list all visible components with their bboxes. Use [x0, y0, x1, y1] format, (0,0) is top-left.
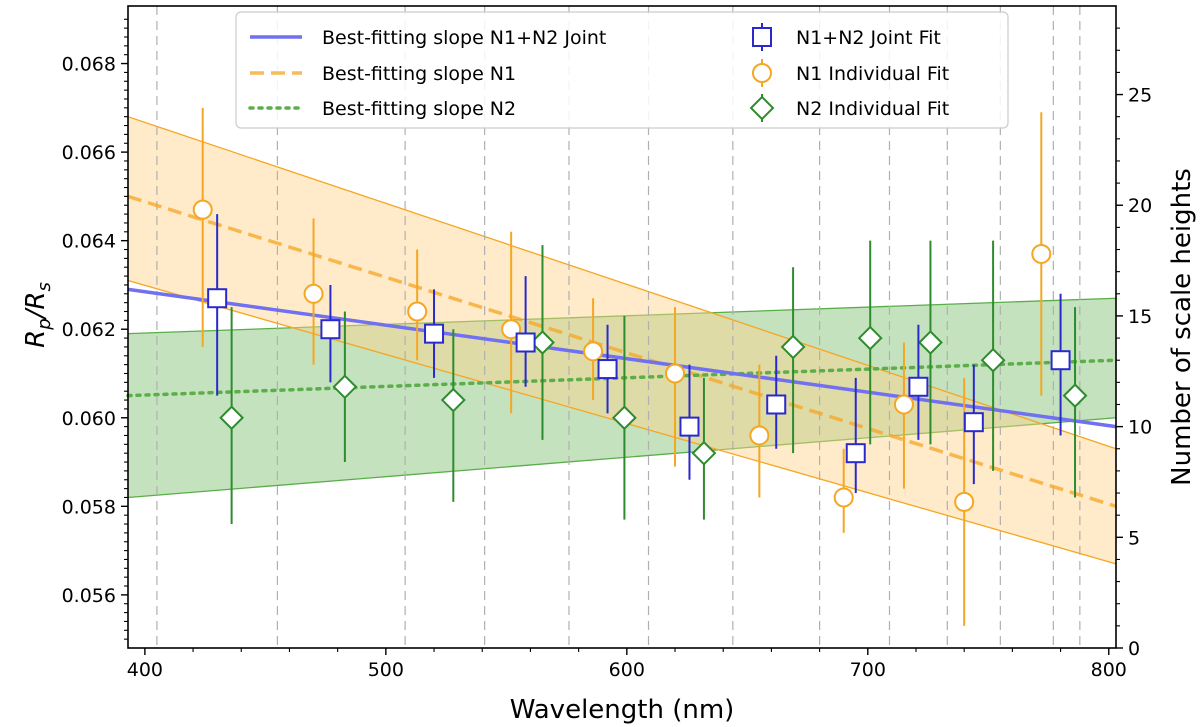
x-tick-label: 800 — [1091, 659, 1127, 681]
n1-fit-point — [954, 491, 975, 512]
joint-fit-point — [207, 288, 228, 309]
legend-handle-n2-fit-marker — [749, 95, 775, 121]
y-tick-label: 0.064 — [62, 231, 116, 253]
y-tick-label: 0.068 — [62, 54, 116, 76]
axes: 400 500 600 700 800 0.056 0.058 0.060 0.062 0.064… — [62, 18, 1152, 681]
y-tick-label: 0.066 — [62, 142, 116, 164]
plot-frame — [127, 5, 1117, 649]
n2-fit-point — [780, 334, 806, 360]
n2-fit-point — [219, 405, 245, 431]
x-tick-label: 400 — [127, 659, 163, 681]
x-tick-label: 600 — [609, 659, 645, 681]
legend-label-joint-line: Best-fitting slope N1+N2 Joint — [322, 27, 606, 49]
n1-fit-point — [583, 341, 604, 362]
n1-slope-line — [127, 194, 1117, 508]
joint-fit-point — [424, 323, 445, 344]
y2-tick-label: 0 — [1128, 638, 1140, 660]
joint-fit-point — [597, 359, 618, 380]
n2-fit-point — [1062, 383, 1088, 409]
legend-label-n1-line: Best-fitting slope N1 — [322, 63, 516, 85]
n1-slope-band-upper-edge — [127, 116, 1117, 450]
n1-fit-point — [1031, 243, 1052, 264]
joint-fit-point — [766, 394, 787, 415]
y2-tick-label: 10 — [1128, 417, 1152, 439]
n1-fit-point — [192, 199, 213, 220]
n2-slope-band-lower-edge — [127, 417, 1117, 499]
legend-label-n2-line: Best-fitting slope N2 — [322, 98, 516, 120]
x-axis-title: Wavelength (nm) — [510, 695, 735, 725]
joint-fit-point — [908, 376, 929, 397]
y-axis-title-sep: /R — [21, 292, 51, 321]
legend-handle-n1-fit-marker — [752, 63, 772, 83]
joint-fit-point — [320, 319, 341, 340]
n2-fit-point — [440, 387, 466, 413]
legend-label-n2-points: N2 Individual Fit — [796, 98, 949, 120]
n1-fit-point — [833, 487, 854, 508]
n2-fit-point — [857, 325, 883, 351]
legend-box — [235, 11, 1009, 129]
chart-legend: Best-fitting slope N1+N2 Joint Best-fitt… — [235, 11, 1009, 129]
joint-fit-point — [1050, 350, 1071, 371]
n2-fit-point — [332, 374, 358, 400]
n2-fit-point — [611, 405, 637, 431]
n2-fit-point — [691, 440, 717, 466]
n1-fit-point — [303, 283, 324, 304]
y2-tick-label: 25 — [1128, 85, 1152, 107]
legend-handles — [248, 23, 775, 122]
y-tick-label: 0.056 — [62, 585, 116, 607]
slope-lines — [126, 194, 1118, 508]
y-axis-title-sub-num: p — [34, 318, 55, 330]
legend-label-n1-points: N1 Individual Fit — [796, 63, 949, 85]
data-points — [192, 107, 1088, 626]
x-tick-label: 700 — [850, 659, 886, 681]
y-tick-label: 0.060 — [62, 408, 116, 430]
n2-fit-point — [980, 347, 1006, 373]
legend-label-joint-points: N1+N2 Joint Fit — [796, 27, 941, 49]
n1-fit-point — [749, 425, 770, 446]
y-tick-label: 0.058 — [62, 496, 116, 518]
y-axis-title-main: R — [21, 330, 51, 348]
n1-fit-point — [407, 301, 428, 322]
n1-slope-band — [128, 116, 1116, 564]
n2-slope-line — [126, 358, 1118, 398]
n1-fit-point — [893, 394, 914, 415]
legend-handle-joint-fit-marker — [752, 27, 772, 47]
y-axis-title: Rp/Rs — [21, 282, 55, 348]
y2-axis-title: Number of scale heights — [1167, 168, 1197, 486]
n1-fit-point — [665, 363, 686, 384]
joint-fit-point — [515, 332, 536, 353]
y2-tick-label: 15 — [1128, 306, 1152, 328]
joint-fit-point — [963, 412, 984, 433]
joint-fit-point — [845, 443, 866, 464]
x-tick-label: 500 — [368, 659, 404, 681]
joint-fit-point — [679, 416, 700, 437]
y2-tick-label: 5 — [1128, 527, 1140, 549]
n2-fit-point — [918, 330, 943, 355]
y-tick-label: 0.062 — [62, 319, 116, 341]
y-axis-title-sub-den: s — [34, 282, 55, 291]
y2-tick-label: 20 — [1128, 195, 1152, 217]
joint-slope-line — [127, 287, 1117, 429]
